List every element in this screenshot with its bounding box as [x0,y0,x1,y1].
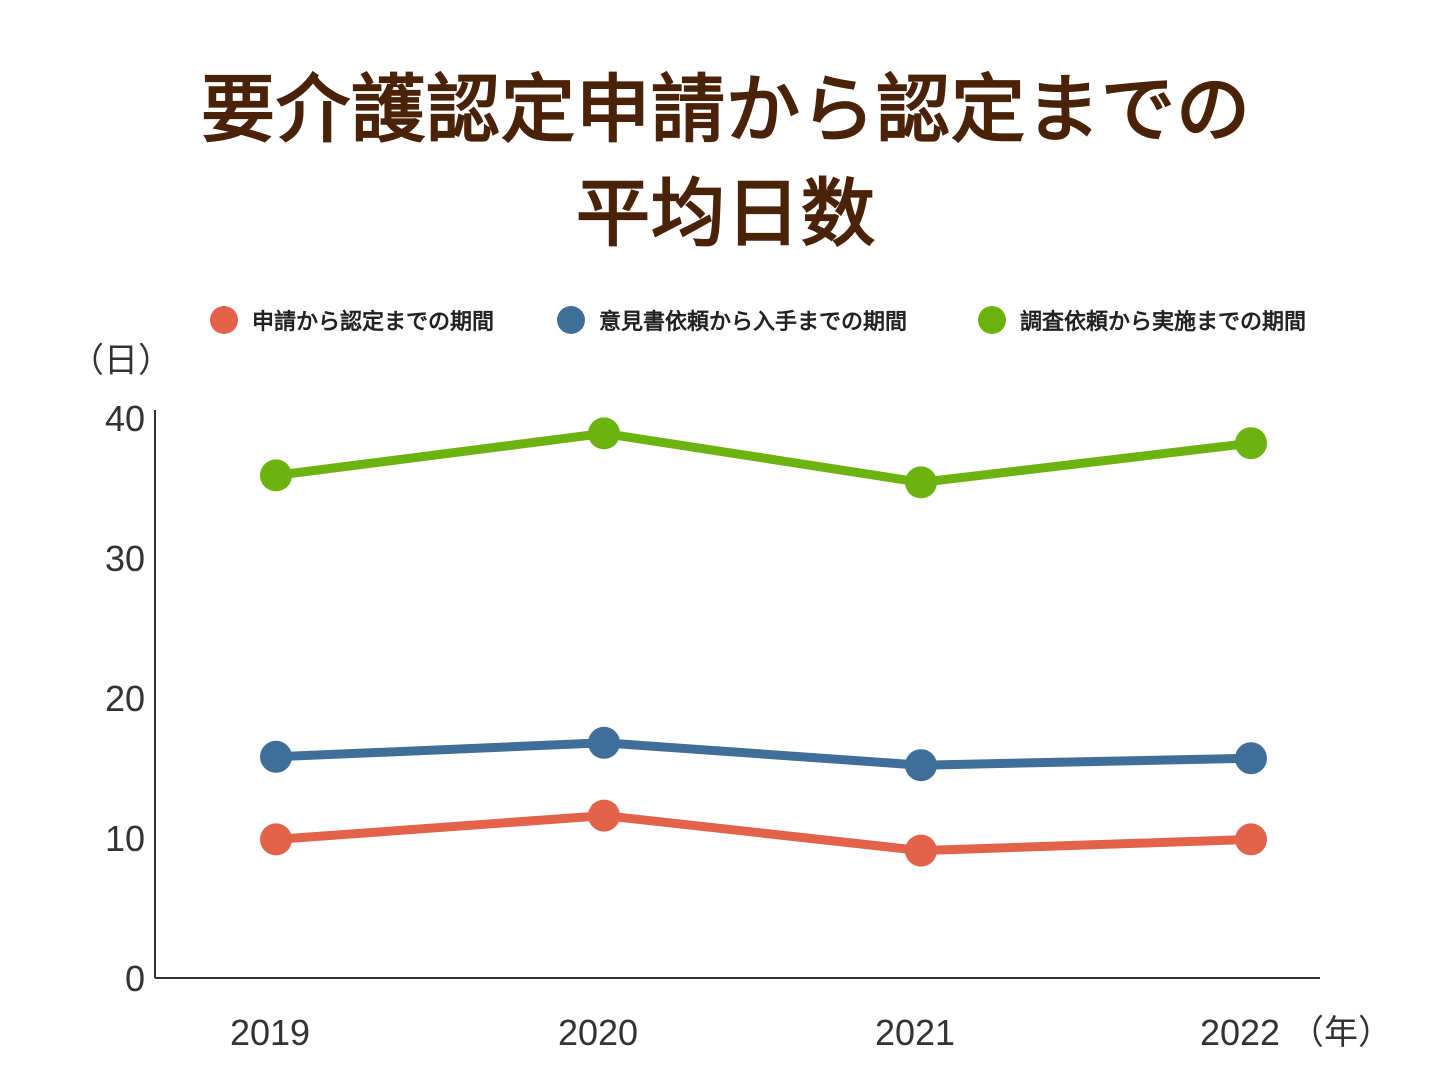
data-point [1235,427,1267,460]
legend-label: 意見書依頼から入手までの期間 [599,310,908,335]
x-tick-label: 2021 [875,1012,955,1053]
legend-label: 調査依頼から実施までの期間 [1020,310,1307,335]
data-point [588,799,620,832]
data-point [588,417,620,450]
legend-label: 申請から認定までの期間 [252,310,495,335]
data-point [1235,823,1267,856]
y-axis-unit: （日） [70,341,172,381]
chart-title: 要介護認定申請から認定までの 平均日数 [0,58,1452,266]
legend-marker-blue [557,306,585,334]
series-line-1 [275,738,1252,770]
y-tick-label: 10 [105,818,145,859]
y-tick-label: 0 [125,958,145,999]
x-axis-unit: （年） [1290,1013,1392,1053]
data-point [905,749,937,782]
legend-item-survey: 調査依頼から実施までの期間 [978,304,1306,336]
y-tick-label: 20 [105,678,145,719]
x-tick-label: 2022 [1200,1012,1280,1053]
chart-title-line-2: 平均日数 [576,171,876,257]
x-tick-label: 2019 [230,1012,310,1053]
series-line-2 [275,428,1252,487]
x-tick-label: 2020 [558,1012,638,1053]
y-tick-label: 40 [105,398,145,439]
data-point [905,834,937,867]
data-point [905,466,937,499]
series-line-0 [275,811,1252,856]
legend-marker-red [210,306,238,334]
chart-title-line-1: 要介護認定申請から認定までの [201,67,1251,153]
legend-item-opinion: 意見書依頼から入手までの期間 [557,304,907,336]
data-point [260,823,292,856]
legend-item-application: 申請から認定までの期間 [210,304,494,336]
legend-marker-green [978,306,1006,334]
data-point [1235,742,1267,775]
data-point [260,740,292,773]
y-tick-label: 30 [105,538,145,579]
data-point [260,459,292,492]
data-point [588,726,620,759]
